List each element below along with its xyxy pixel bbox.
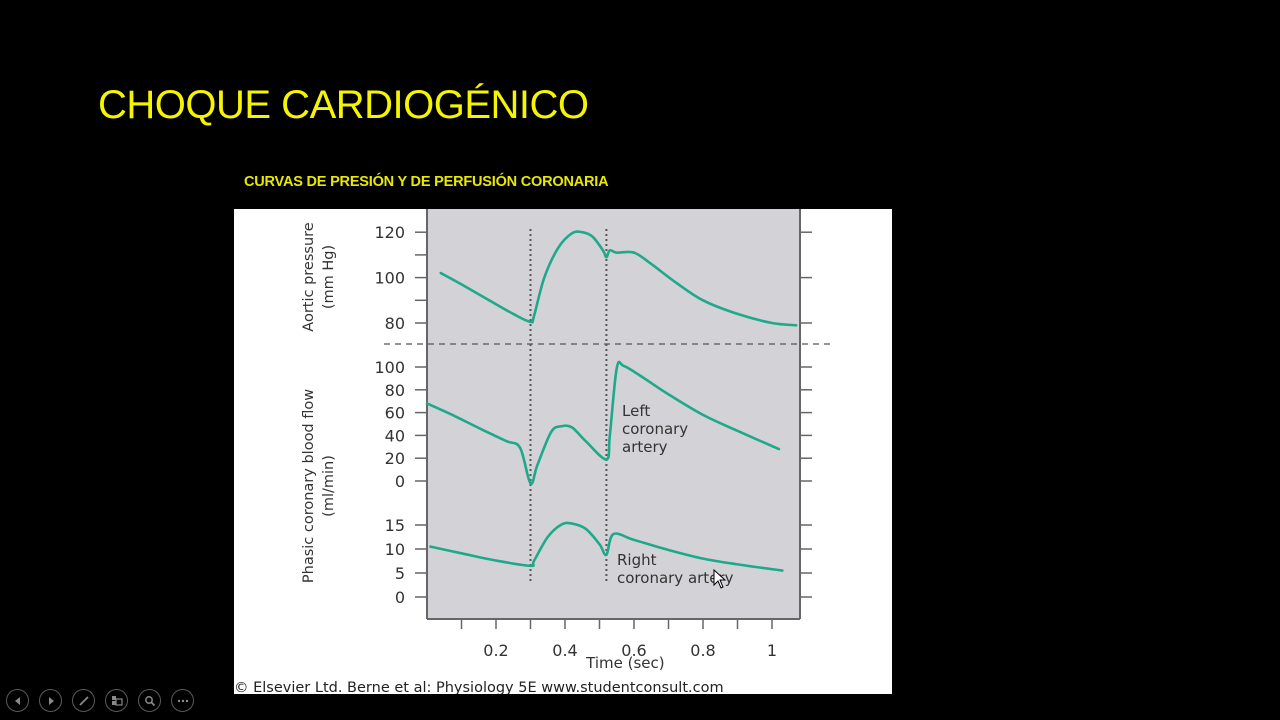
y-tick-label: 120 xyxy=(374,223,405,242)
pen-tool-button[interactable] xyxy=(72,689,95,712)
plot-area xyxy=(427,209,800,619)
y-tick-label: 15 xyxy=(385,516,405,535)
zoom-slide-button[interactable] xyxy=(138,689,161,712)
left-coronary-flow-curve xyxy=(425,360,781,485)
right-coronary-artery-annotation: Right coronary artery xyxy=(617,551,734,587)
x-tick-label: 0.8 xyxy=(690,641,715,660)
x-tick-label: 0.2 xyxy=(483,641,508,660)
y-tick-label: 60 xyxy=(385,404,405,423)
slide-title: CHOQUE CARDIOGÉNICO xyxy=(98,83,589,127)
magnifier-icon xyxy=(144,695,155,706)
previous-slide-button[interactable] xyxy=(6,689,29,712)
aortic-pressure-curve xyxy=(439,230,798,327)
left-coronary-artery-annotation: Left coronary artery xyxy=(622,402,688,456)
right-coronary-flow-curve xyxy=(429,521,784,572)
see-all-slides-button[interactable] xyxy=(105,689,128,712)
mouse-cursor-icon xyxy=(713,568,727,589)
x-tick-label: 1 xyxy=(767,641,777,660)
y-tick-label: 5 xyxy=(395,564,405,583)
triangle-left-icon xyxy=(14,696,20,705)
aortic-pressure-axis-label: Aortic pressure (mm Hg) xyxy=(301,222,337,332)
x-axis-label: Time (sec) xyxy=(585,654,664,672)
y-tick-label: 0 xyxy=(395,588,405,607)
y-tick-label: 80 xyxy=(385,314,405,333)
x-tick-label: 0.4 xyxy=(552,641,577,660)
coronary-flow-axis-label: Phasic coronary blood flow (ml/min) xyxy=(301,389,337,583)
more-options-button[interactable] xyxy=(171,689,194,712)
y-tick-label: 100 xyxy=(374,358,405,377)
ellipsis-icon xyxy=(177,699,188,702)
next-slide-button[interactable] xyxy=(39,689,62,712)
y-tick-label: 0 xyxy=(395,472,405,491)
triangle-right-icon xyxy=(48,696,54,705)
slides-grid-icon xyxy=(111,695,123,706)
slide-subtitle: CURVAS DE PRESIÓN Y DE PERFUSIÓN CORONAR… xyxy=(244,174,609,190)
coronary-perfusion-figure: 80 100 120 0 20 40 60 80 100 0 5 10 15 Aortic pressur… xyxy=(234,209,892,694)
y-tick-label: 40 xyxy=(385,426,405,445)
pen-icon xyxy=(78,695,89,706)
slideshow-controls xyxy=(6,689,194,712)
figure-credit: © Elsevier Ltd. Berne et al: Physiology … xyxy=(234,680,724,694)
y-tick-label: 20 xyxy=(385,449,405,468)
chart-svg: 80 100 120 0 20 40 60 80 100 0 5 10 15 Aortic pressur… xyxy=(234,209,832,694)
y-tick-label: 100 xyxy=(374,269,405,288)
y-tick-label: 80 xyxy=(385,381,405,400)
y-tick-label: 10 xyxy=(385,540,405,559)
x-tick-label: 0.6 xyxy=(621,641,646,660)
